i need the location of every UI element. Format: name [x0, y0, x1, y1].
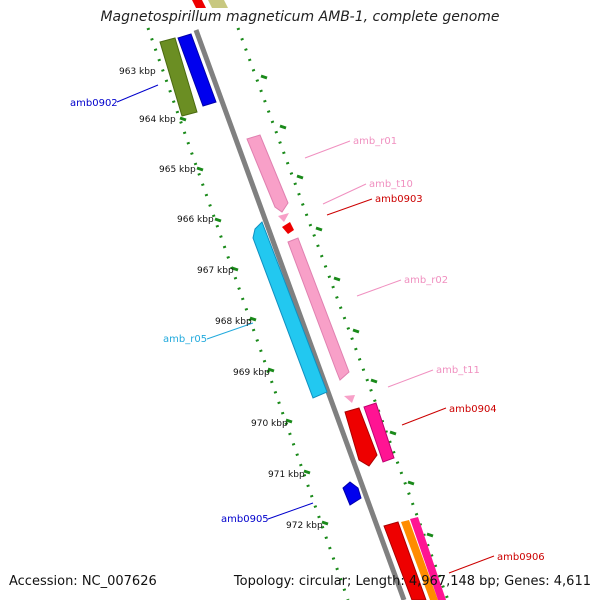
tick-label-963: 963 kbp: [119, 67, 156, 77]
gene-olive-block[interactable]: [159, 37, 198, 117]
gene-amb0904-b[interactable]: [363, 402, 395, 463]
gene-orange-block[interactable]: [401, 520, 438, 600]
gene-amb0904-a[interactable]: [344, 407, 378, 467]
map-title: Magnetospirillum magneticum AMB-1, compl…: [100, 9, 500, 25]
feature-label-amb_r01[interactable]: amb_r01: [353, 136, 397, 147]
genome-backbone: [193, 29, 407, 600]
tick-label-965: 965 kbp: [159, 165, 196, 175]
inner-dotted-ring: [146, 27, 350, 600]
gene-amb_r01[interactable]: [246, 134, 289, 213]
tick-label-969: 969 kbp: [233, 368, 270, 378]
feature-label-amb0903[interactable]: amb0903: [375, 194, 423, 205]
inner-ring-ticks: [171, 65, 329, 526]
feature-label-amb0904[interactable]: amb0904: [449, 404, 497, 415]
gene-amb_t10[interactable]: [278, 213, 289, 222]
gene-amb0905[interactable]: [342, 481, 362, 506]
gene-amb0902[interactable]: [177, 33, 217, 107]
accession-text: Accession: NC_007626: [9, 574, 157, 589]
gene-partial-top-red[interactable]: [192, 0, 206, 8]
outer-ring-ticks: [260, 74, 434, 538]
feature-label-amb_t11[interactable]: amb_t11: [436, 365, 480, 376]
feature-label-amb_t10[interactable]: amb_t10: [369, 179, 413, 190]
gene-amb_t11[interactable]: [344, 395, 355, 403]
gene-amb_r02[interactable]: [287, 237, 350, 381]
feature-label-amb_r05[interactable]: amb_r05: [163, 334, 207, 345]
topology-text: Topology: circular; Length: 4,967,148 bp…: [233, 574, 591, 589]
tick-label-970: 970 kbp: [251, 419, 288, 429]
outer-dotted-ring: [236, 27, 450, 600]
gene-amb0903[interactable]: [282, 222, 294, 234]
feature-label-amb0902[interactable]: amb0902: [70, 98, 118, 109]
tick-label-971: 971 kbp: [268, 470, 305, 480]
tick-label-972: 972 kbp: [286, 521, 323, 531]
feature-label-amb0906[interactable]: amb0906: [497, 552, 545, 563]
feature-label-amb0905[interactable]: amb0905: [221, 514, 269, 525]
tick-label-968: 968 kbp: [215, 317, 252, 327]
gene-partial-top-olive[interactable]: [208, 0, 228, 8]
tick-label-964: 964 kbp: [139, 115, 176, 125]
tick-label-966: 966 kbp: [177, 215, 214, 225]
gene-amb_r05[interactable]: [252, 221, 328, 399]
gene-magenta-block[interactable]: [410, 517, 446, 600]
gene-amb0906[interactable]: [383, 521, 427, 600]
tick-label-967: 967 kbp: [197, 266, 234, 276]
feature-label-amb_r02[interactable]: amb_r02: [404, 275, 448, 286]
leader-lines: [116, 84, 495, 574]
